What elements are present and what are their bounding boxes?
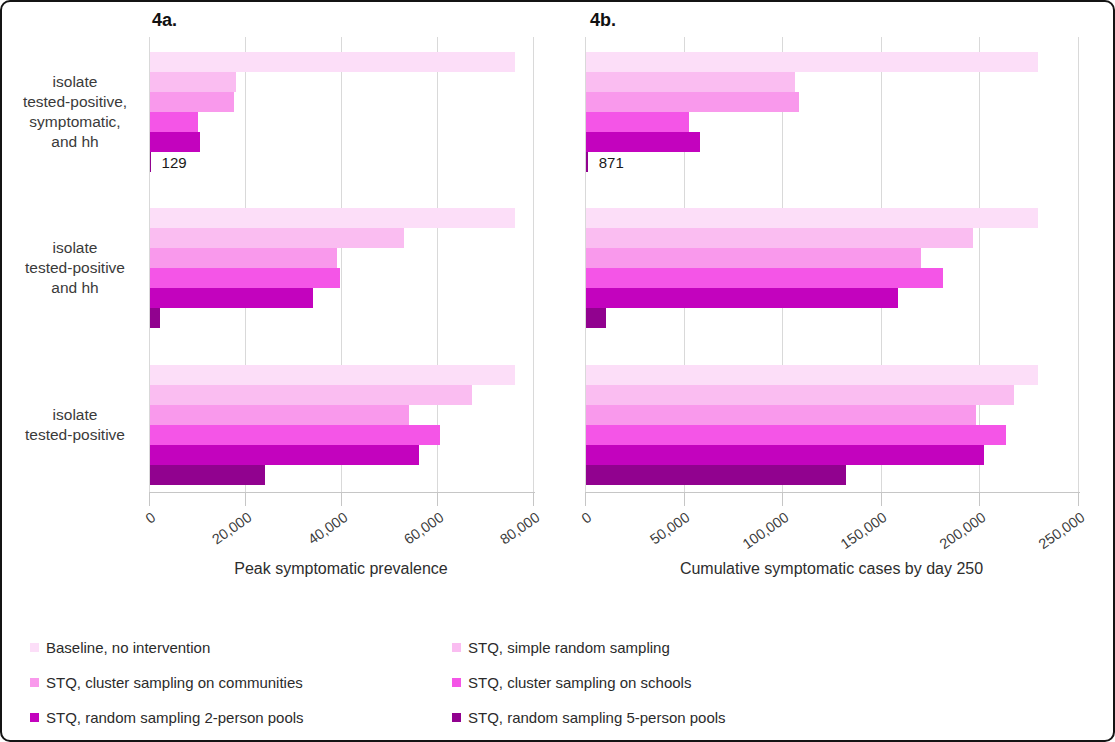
bar-4a-group0-series1 bbox=[150, 72, 236, 92]
bar-4b-group1-series3 bbox=[586, 268, 943, 288]
legend-swatch-simple-random bbox=[452, 643, 461, 652]
x-tick-label-4a: 60,000 bbox=[401, 509, 447, 548]
chart-4b-x-axis-title: Cumulative symptomatic cases by day 250 bbox=[585, 560, 1078, 578]
bar-4a-group2-series1 bbox=[150, 385, 472, 405]
x-axis-line-4a bbox=[149, 492, 535, 493]
x-tick-label-4a: 80,000 bbox=[497, 509, 543, 548]
chart-4a-title: 4a. bbox=[152, 10, 177, 31]
x-tick-label-4b: 250,000 bbox=[1035, 509, 1087, 552]
bar-4b-group2-series1 bbox=[586, 385, 1014, 405]
bar-4b-group2-series0 bbox=[586, 365, 1038, 385]
x-tick-label-4b: 0 bbox=[578, 509, 594, 527]
bar-4b-group2-series3 bbox=[586, 425, 1006, 445]
legend-item-baseline: Baseline, no intervention bbox=[30, 636, 304, 658]
chart-4b-plot-area: 050,000100,000150,000200,000250,000871 bbox=[585, 37, 1078, 492]
axis-tick-4a-40,000 bbox=[341, 492, 342, 506]
bar-4a-group0-series5 bbox=[150, 152, 151, 172]
bar-4a-group2-series2 bbox=[150, 405, 409, 425]
legend-column-right: STQ, simple random sampling STQ, cluster… bbox=[452, 636, 726, 741]
bar-4b-group0-series1 bbox=[586, 72, 795, 92]
gridline-4b-250,000 bbox=[1078, 37, 1079, 492]
bar-4a-group2-series4 bbox=[150, 445, 419, 465]
chart-4a-x-axis-title: Peak symptomatic prevalence bbox=[149, 560, 533, 578]
x-tick-label-4b: 50,000 bbox=[647, 509, 693, 548]
gridline-4a-60,000 bbox=[437, 37, 438, 492]
legend-swatch-cluster-communities bbox=[30, 678, 39, 687]
bar-4a-group2-series0 bbox=[150, 365, 515, 385]
bar-4a-group0-series3 bbox=[150, 112, 198, 132]
axis-tick-4b-50,000 bbox=[684, 492, 685, 506]
bar-4b-group1-series0 bbox=[586, 208, 1038, 228]
gridline-4a-80,000 bbox=[533, 37, 534, 492]
bar-4a-group1-series3 bbox=[150, 268, 340, 288]
bar-4a-group0-series2 bbox=[150, 92, 234, 112]
bar-4a-group1-series0 bbox=[150, 208, 515, 228]
legend-item-cluster-schools: STQ, cluster sampling on schools bbox=[452, 671, 726, 693]
bar-4b-group2-series2 bbox=[586, 405, 976, 425]
legend-swatch-5-person-pools bbox=[452, 713, 461, 722]
bar-4a-group1-series2 bbox=[150, 248, 337, 268]
bar-4b-group0-series4 bbox=[586, 132, 700, 152]
bar-4b-group1-series5 bbox=[586, 308, 606, 328]
axis-tick-4b-0 bbox=[585, 492, 586, 506]
legend-label: Baseline, no intervention bbox=[46, 639, 210, 656]
x-tick-label-4a: 0 bbox=[142, 509, 158, 527]
axis-tick-4b-200,000 bbox=[979, 492, 980, 506]
legend-item-cluster-communities: STQ, cluster sampling on communities bbox=[30, 671, 304, 693]
bar-4b-group0-series0 bbox=[586, 52, 1038, 72]
x-tick-label-4b: 200,000 bbox=[936, 509, 988, 552]
chart-4b-title: 4b. bbox=[590, 10, 616, 31]
axis-tick-4b-250,000 bbox=[1078, 492, 1079, 506]
axis-tick-4a-80,000 bbox=[533, 492, 534, 506]
bar-4a-group0-series0 bbox=[150, 52, 515, 72]
x-tick-label-4b: 150,000 bbox=[838, 509, 890, 552]
bar-4b-group0-series5 bbox=[586, 152, 588, 172]
bar-value-label-4a: 129 bbox=[162, 152, 187, 172]
x-axis-line-4b bbox=[585, 492, 1080, 493]
axis-tick-4b-150,000 bbox=[881, 492, 882, 506]
legend-label: STQ, cluster sampling on schools bbox=[468, 674, 691, 691]
axis-tick-4a-0 bbox=[149, 492, 150, 506]
category-label-isolate-tested-positive-symptomatic-hh: isolate tested-positive, symptomatic, an… bbox=[10, 72, 140, 152]
bar-4a-group1-series1 bbox=[150, 228, 404, 248]
legend-item-simple-random: STQ, simple random sampling bbox=[452, 636, 726, 658]
chart-4a-plot-area: 020,00040,00060,00080,000129 bbox=[149, 37, 533, 492]
legend-item-2-person-pools: STQ, random sampling 2-person pools bbox=[30, 706, 304, 728]
bar-4b-group0-series3 bbox=[586, 112, 689, 132]
axis-tick-4b-100,000 bbox=[782, 492, 783, 506]
legend-swatch-baseline bbox=[30, 643, 39, 652]
legend-label: STQ, random sampling 5-person pools bbox=[468, 709, 726, 726]
legend-label: STQ, simple random sampling bbox=[468, 639, 670, 656]
bar-4a-group2-series3 bbox=[150, 425, 440, 445]
bar-4a-group1-series4 bbox=[150, 288, 313, 308]
x-tick-label-4a: 40,000 bbox=[305, 509, 351, 548]
bar-4b-group1-series4 bbox=[586, 288, 898, 308]
bar-4b-group2-series4 bbox=[586, 445, 984, 465]
gridline-4b-200,000 bbox=[979, 37, 980, 492]
axis-tick-4a-60,000 bbox=[437, 492, 438, 506]
bar-4a-group1-series5 bbox=[150, 308, 160, 328]
bar-4a-group2-series5 bbox=[150, 465, 265, 485]
category-label-isolate-tested-positive-hh: isolate tested-positive and hh bbox=[10, 238, 140, 298]
y-category-labels: isolate tested-positive, symptomatic, an… bbox=[10, 37, 140, 492]
bar-4a-group0-series4 bbox=[150, 132, 200, 152]
legend-label: STQ, cluster sampling on communities bbox=[46, 674, 303, 691]
bar-4b-group1-series2 bbox=[586, 248, 921, 268]
legend-swatch-cluster-schools bbox=[452, 678, 461, 687]
bar-value-label-4b: 871 bbox=[599, 152, 624, 172]
legend-label: STQ, random sampling 2-person pools bbox=[46, 709, 304, 726]
legend-column-left: Baseline, no intervention STQ, cluster s… bbox=[30, 636, 304, 741]
legend-swatch-2-person-pools bbox=[30, 713, 39, 722]
legend-item-5-person-pools: STQ, random sampling 5-person pools bbox=[452, 706, 726, 728]
x-tick-label-4a: 20,000 bbox=[209, 509, 255, 548]
category-label-isolate-tested-positive: isolate tested-positive bbox=[10, 405, 140, 445]
bar-4b-group1-series1 bbox=[586, 228, 973, 248]
bar-4b-group0-series2 bbox=[586, 92, 799, 112]
x-tick-label-4b: 100,000 bbox=[739, 509, 791, 552]
bar-4b-group2-series5 bbox=[586, 465, 846, 485]
figure-panel: 4a. 4b. isolate tested-positive, symptom… bbox=[0, 0, 1115, 742]
axis-tick-4a-20,000 bbox=[245, 492, 246, 506]
